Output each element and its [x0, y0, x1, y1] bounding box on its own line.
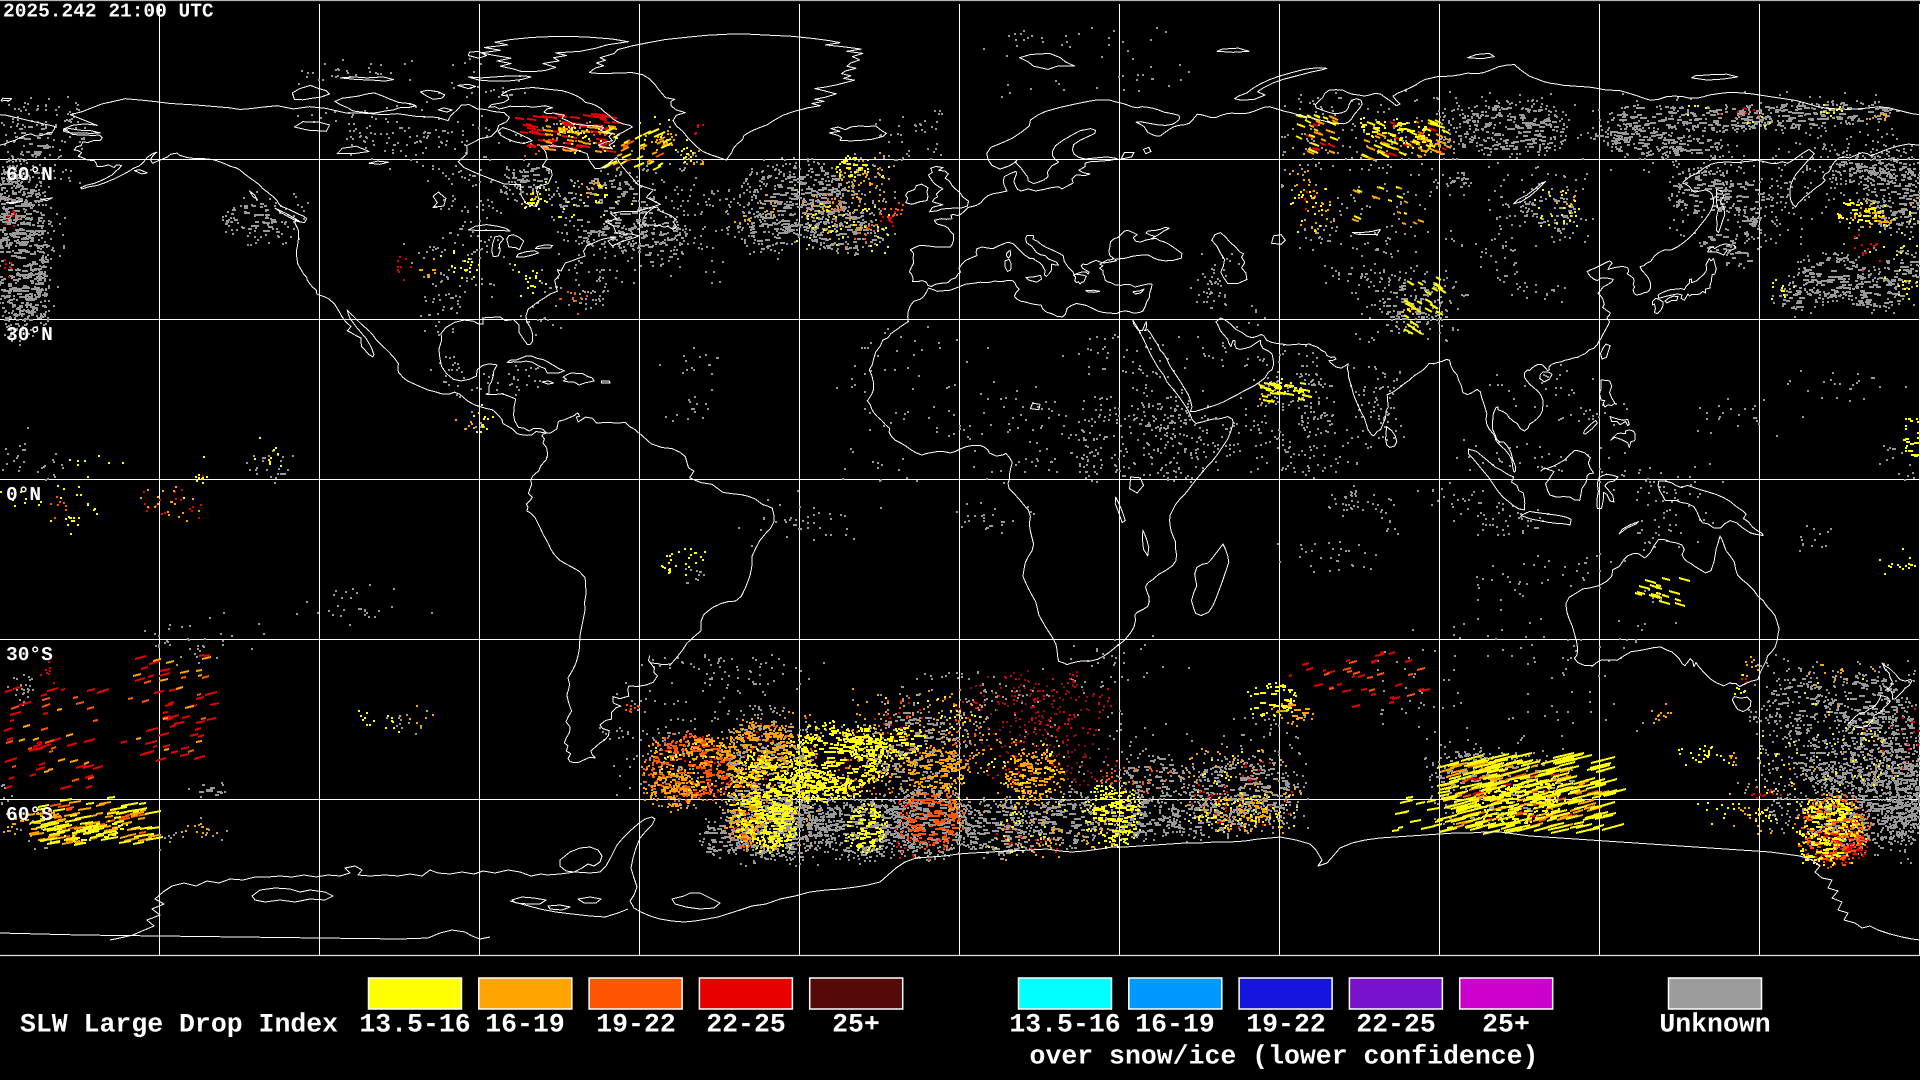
svg-text:16-19: 16-19	[1135, 1010, 1215, 1040]
svg-text:22-25: 22-25	[706, 1010, 786, 1040]
svg-text:25+: 25+	[832, 1010, 880, 1040]
svg-text:30°N: 30°N	[6, 324, 53, 346]
svg-text:19-22: 19-22	[596, 1010, 676, 1040]
svg-text:16-19: 16-19	[485, 1010, 565, 1040]
svg-text:SLW Large Drop Index: SLW Large Drop Index	[20, 1010, 338, 1040]
svg-text:Unknown: Unknown	[1659, 1010, 1770, 1040]
svg-text:30°S: 30°S	[6, 644, 53, 666]
svg-text:13.5-16: 13.5-16	[1009, 1010, 1120, 1040]
svg-text:60°N: 60°N	[6, 164, 53, 186]
svg-text:19-22: 19-22	[1246, 1010, 1326, 1040]
svg-text:60°S: 60°S	[6, 804, 53, 826]
svg-text:0°N: 0°N	[6, 484, 41, 506]
svg-text:25+: 25+	[1482, 1010, 1530, 1040]
svg-text:13.5-16: 13.5-16	[359, 1010, 470, 1040]
svg-text:2025.242 21:00 UTC: 2025.242 21:00 UTC	[3, 1, 214, 23]
svg-text:over snow/ice (lower confidenc: over snow/ice (lower confidence)	[1030, 1042, 1539, 1072]
svg-text:22-25: 22-25	[1356, 1010, 1436, 1040]
